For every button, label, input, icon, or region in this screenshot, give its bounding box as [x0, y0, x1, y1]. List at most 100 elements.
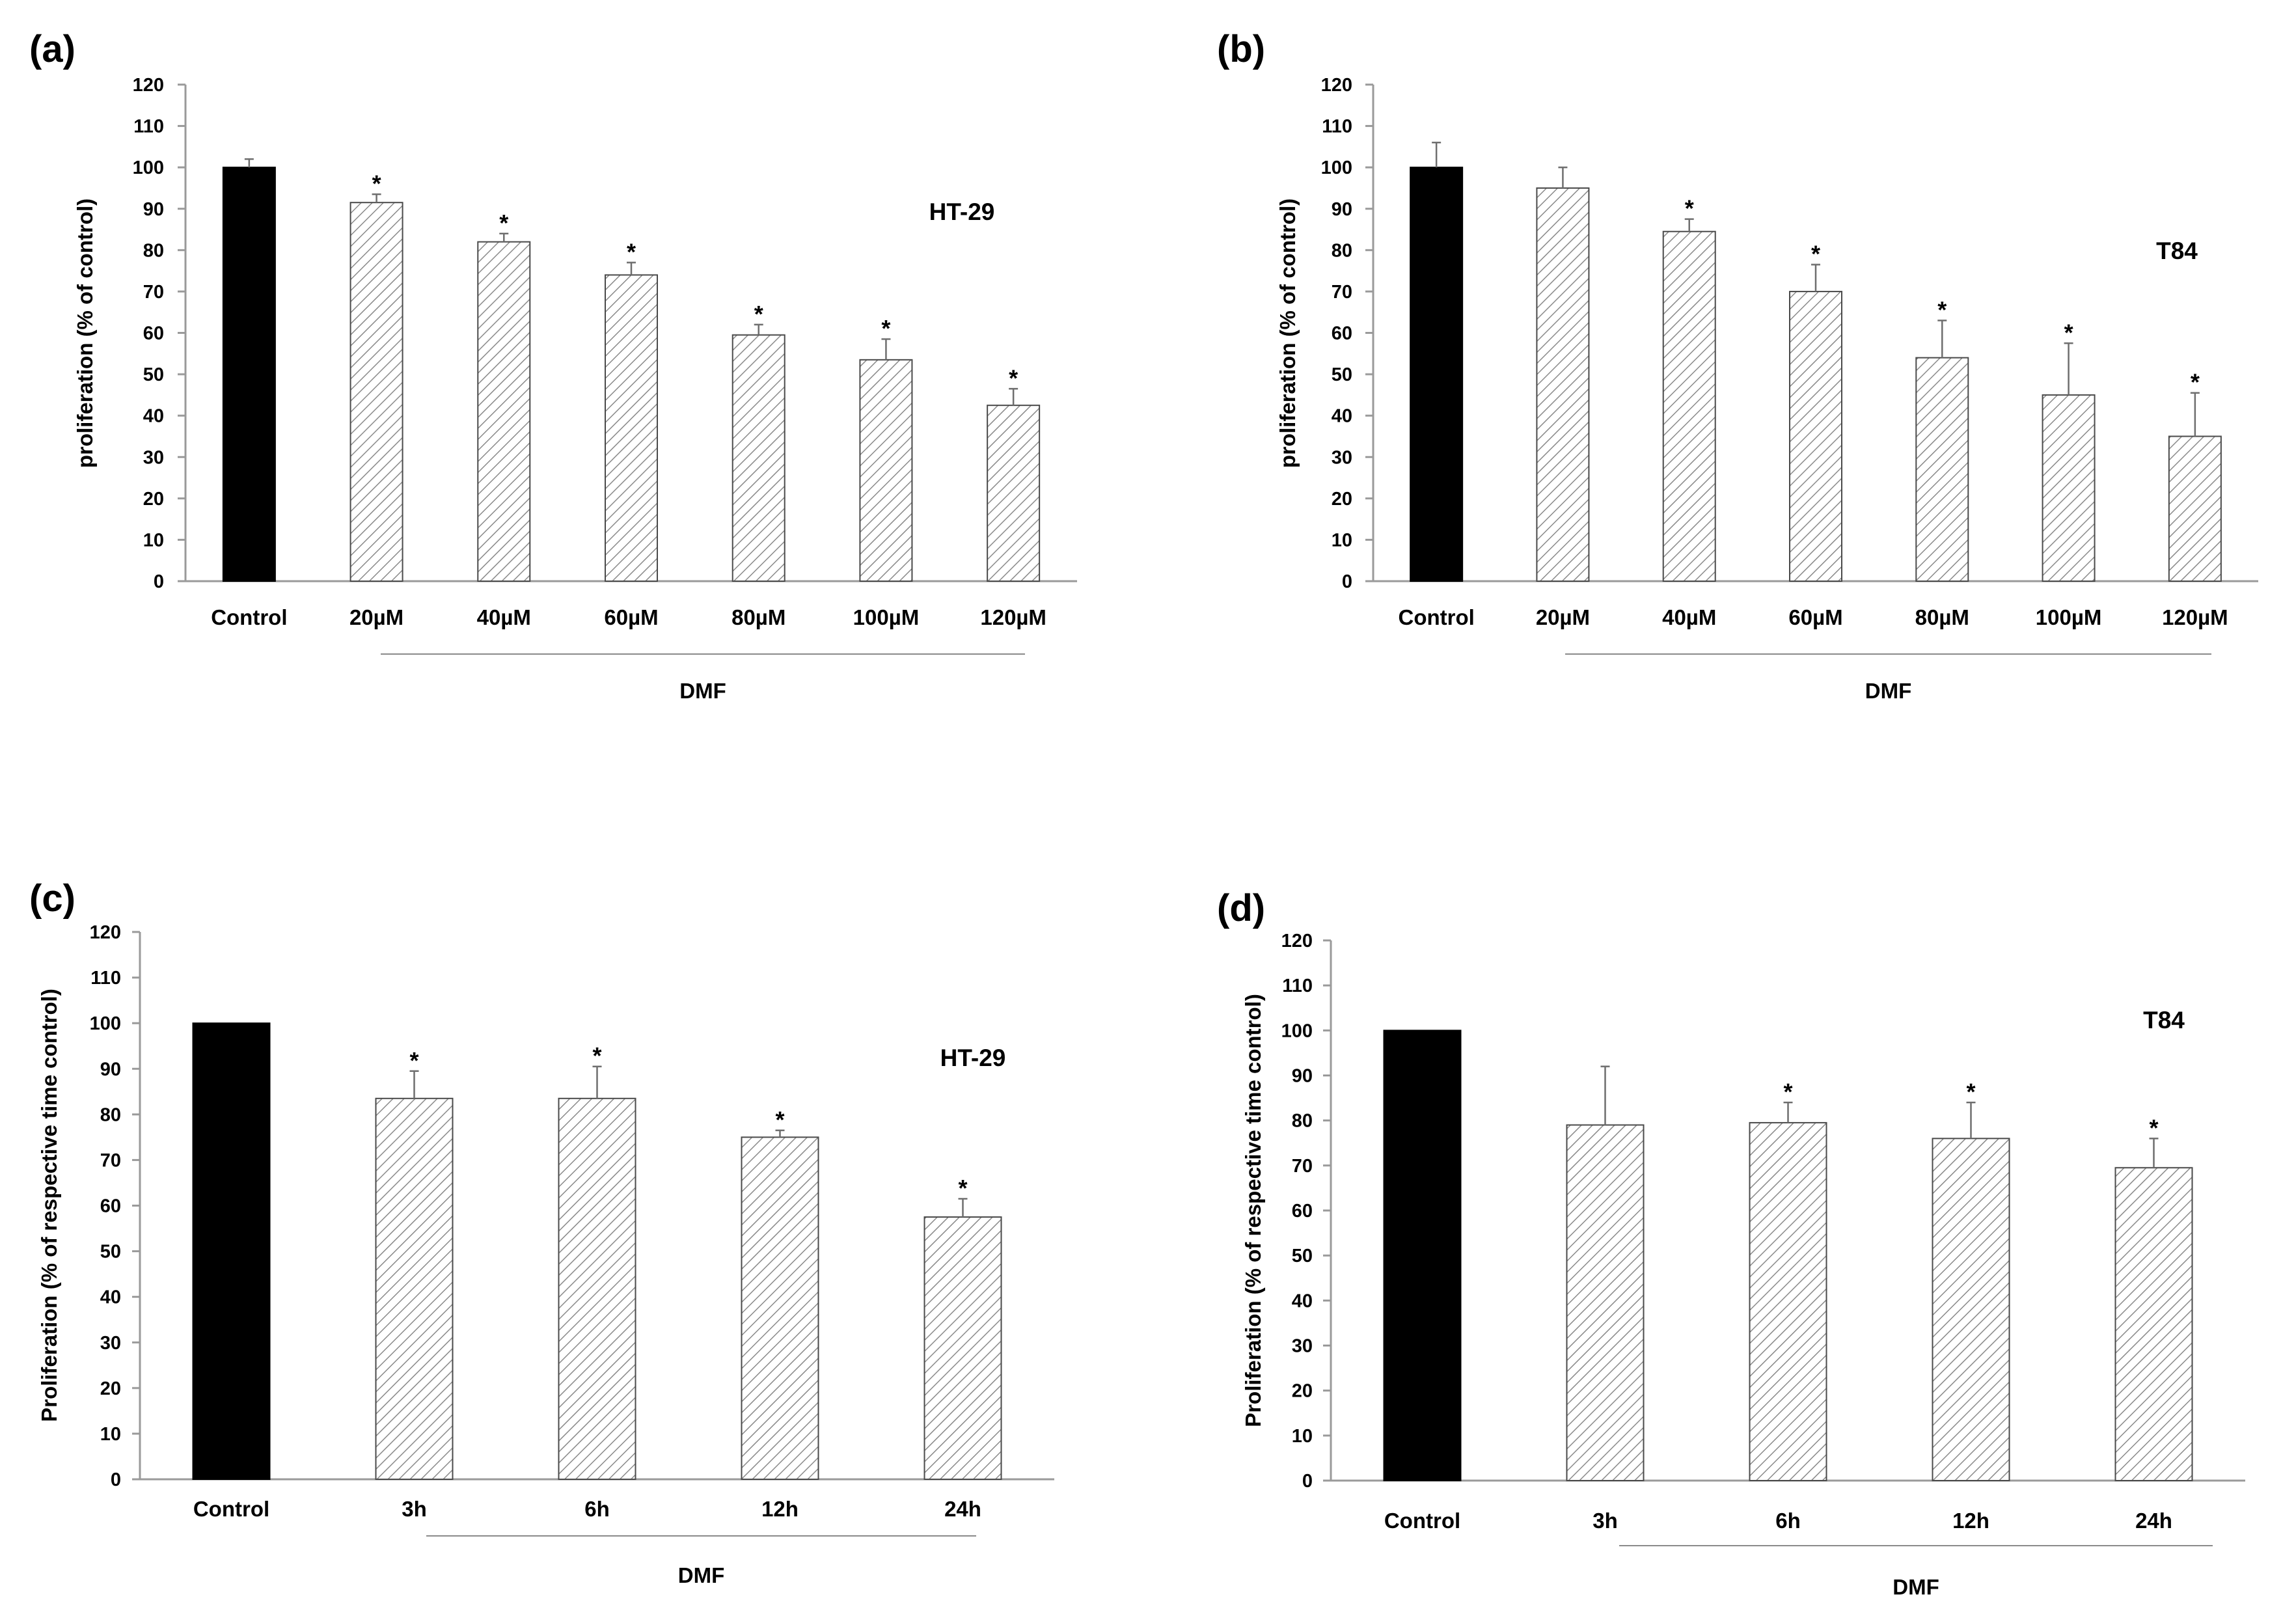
- x-tick-label: 24h: [944, 1497, 981, 1521]
- significance-marker: *: [1783, 1078, 1792, 1105]
- significance-marker: *: [958, 1175, 967, 1201]
- x-tick-label: 80µM: [1915, 605, 1969, 629]
- bar-treatment: [923, 1216, 1002, 1481]
- y-tick-label: 70: [1292, 1156, 1313, 1177]
- cell-line-label: HT-29: [940, 1045, 1006, 1071]
- y-tick-label: 120: [90, 922, 121, 943]
- y-tick-label: 110: [1322, 116, 1352, 137]
- significance-marker: *: [881, 315, 890, 342]
- significance-marker: *: [627, 238, 636, 265]
- y-tick-label: 110: [133, 116, 164, 137]
- significance-marker: *: [409, 1047, 418, 1074]
- x-tick-label: Control: [1398, 605, 1474, 629]
- panel-label: (d): [1217, 887, 1265, 929]
- cell-line-label: T84: [2143, 1007, 2185, 1033]
- cell-line-label: T84: [2156, 238, 2198, 264]
- bar-treatment: [558, 1097, 636, 1481]
- bar-treatment: [731, 334, 786, 582]
- y-tick-label: 10: [143, 530, 164, 551]
- y-tick-label: 40: [1292, 1291, 1313, 1311]
- y-tick-label: 90: [1292, 1066, 1313, 1087]
- y-tick-label: 20: [1292, 1381, 1313, 1402]
- y-tick-label: 30: [143, 447, 164, 468]
- y-tick-label: 50: [1332, 364, 1352, 385]
- x-tick-label: 6h: [1775, 1509, 1801, 1533]
- bar-treatment: [1749, 1122, 1827, 1481]
- panel-label: (b): [1217, 28, 1265, 70]
- group-label: DMF: [678, 1563, 724, 1587]
- x-tick-label: Control: [193, 1497, 269, 1521]
- y-tick-label: 60: [100, 1196, 121, 1217]
- x-tick-label: 100µM: [853, 605, 920, 629]
- y-axis-label: Proliferation (% of respective time cont…: [1241, 994, 1265, 1427]
- x-tick-label: 20µM: [1536, 605, 1590, 629]
- bar-control: [192, 1022, 271, 1480]
- x-tick-label: 24h: [2135, 1509, 2172, 1533]
- bar-control: [1383, 1030, 1462, 1482]
- bar-treatment: [1789, 290, 1842, 582]
- y-tick-label: 80: [1332, 240, 1352, 261]
- x-tick-label: 3h: [1592, 1509, 1618, 1533]
- y-tick-label: 70: [1332, 282, 1352, 303]
- significance-marker: *: [592, 1043, 601, 1069]
- y-tick-label: 120: [1281, 931, 1313, 951]
- significance-marker: *: [1811, 241, 1820, 267]
- group-label: DMF: [1865, 679, 1911, 703]
- x-tick-label: 120µM: [2162, 605, 2228, 629]
- y-tick-label: 40: [143, 406, 164, 427]
- y-tick-label: 110: [1282, 976, 1313, 996]
- x-tick-label: Control: [211, 605, 287, 629]
- x-tick-label: 12h: [1952, 1509, 1989, 1533]
- significance-marker: *: [1009, 364, 1018, 391]
- y-tick-label: 0: [154, 571, 164, 592]
- y-tick-label: 10: [100, 1424, 121, 1445]
- significance-marker: *: [372, 170, 381, 197]
- bar-treatment: [1536, 187, 1590, 582]
- y-tick-label: 20: [143, 489, 164, 510]
- y-tick-label: 70: [143, 282, 164, 303]
- bar-treatment: [477, 241, 531, 582]
- panel-label: (c): [29, 877, 75, 920]
- y-tick-label: 40: [100, 1287, 121, 1308]
- bar-treatment: [605, 274, 658, 582]
- significance-marker: *: [2149, 1114, 2158, 1141]
- cell-line-label: HT-29: [929, 198, 995, 225]
- y-tick-label: 60: [143, 323, 164, 344]
- chart-panel: (a) 0 10 20 30 40 50 60 70 80 90 100 110 120 prolifera…: [29, 28, 1077, 703]
- y-tick-label: 40: [1332, 406, 1352, 427]
- bar-control: [1410, 167, 1464, 582]
- chart-panel: (d) 0 10 20 30 40 50 60 70 80 90 100 110 120 Prolifera…: [1217, 887, 2245, 1599]
- y-tick-label: 100: [1321, 157, 1352, 178]
- y-axis-label: proliferation (% of control): [1276, 198, 1300, 468]
- y-tick-label: 120: [1321, 75, 1352, 96]
- significance-marker: *: [1685, 195, 1694, 222]
- y-tick-label: 90: [100, 1059, 121, 1080]
- x-tick-label: 60µM: [604, 605, 658, 629]
- y-tick-label: 50: [143, 364, 164, 385]
- y-tick-label: 20: [100, 1378, 121, 1399]
- bar-treatment: [1566, 1124, 1645, 1482]
- bar-treatment: [1932, 1138, 2010, 1482]
- x-tick-label: 3h: [402, 1497, 427, 1521]
- significance-marker: *: [499, 210, 508, 236]
- x-tick-label: 60µM: [1788, 605, 1842, 629]
- y-tick-label: 30: [1332, 447, 1352, 468]
- y-tick-label: 100: [133, 157, 164, 178]
- bar-treatment: [741, 1136, 819, 1480]
- significance-marker: *: [775, 1106, 784, 1133]
- x-tick-label: 40µM: [477, 605, 531, 629]
- y-tick-label: 100: [90, 1013, 121, 1034]
- y-tick-label: 60: [1332, 323, 1352, 344]
- group-label: DMF: [679, 679, 726, 703]
- x-tick-label: Control: [1384, 1509, 1460, 1533]
- chart-panel: (b) 0 10 20 30 40 50 60 70 80 90 100 110 120 prolifera…: [1217, 28, 2258, 703]
- x-tick-label: 40µM: [1662, 605, 1716, 629]
- x-tick-label: 100µM: [2036, 605, 2102, 629]
- y-tick-label: 110: [90, 968, 121, 989]
- y-tick-label: 10: [1292, 1426, 1313, 1447]
- y-tick-label: 90: [143, 199, 164, 220]
- y-tick-label: 80: [143, 240, 164, 261]
- x-tick-label: 80µM: [731, 605, 786, 629]
- y-tick-label: 0: [1302, 1471, 1313, 1492]
- y-tick-label: 30: [100, 1333, 121, 1354]
